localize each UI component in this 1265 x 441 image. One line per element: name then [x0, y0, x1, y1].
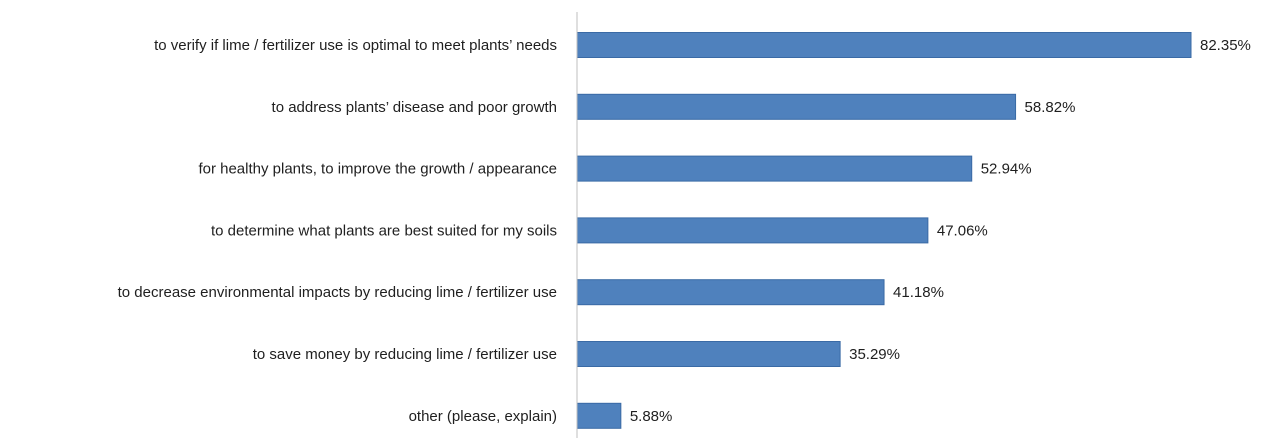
bar: [576, 402, 622, 429]
value-label: 58.82%: [1025, 99, 1076, 116]
value-label: 41.18%: [893, 284, 944, 301]
category-label: other (please, explain): [409, 408, 557, 425]
bar: [576, 32, 1192, 58]
bar: [576, 93, 1017, 120]
value-label: 5.88%: [630, 408, 673, 425]
value-label: 47.06%: [937, 222, 988, 239]
bar: [576, 217, 929, 244]
category-label: to verify if lime / fertilizer use is op…: [154, 37, 557, 54]
value-label: 82.35%: [1200, 37, 1251, 54]
category-label: to address plants’ disease and poor grow…: [272, 99, 557, 116]
value-label: 35.29%: [849, 346, 900, 363]
value-labels: 82.35% 58.82% 52.94% 47.06% 41.18% 35.29% 5.88…: [630, 37, 1251, 425]
category-label: to determine what plants are best suited…: [211, 222, 557, 239]
category-label: to decrease environmental impacts by red…: [118, 284, 557, 301]
category-label: for healthy plants, to improve the growt…: [198, 161, 557, 178]
category-labels: to verify if lime / fertilizer use is op…: [118, 37, 557, 425]
bar: [576, 155, 973, 182]
value-label: 52.94%: [981, 161, 1032, 178]
category-label: to save money by reducing lime / fertili…: [253, 346, 557, 363]
bars: [576, 32, 1192, 429]
bar: [576, 279, 885, 306]
bar: [576, 341, 841, 367]
